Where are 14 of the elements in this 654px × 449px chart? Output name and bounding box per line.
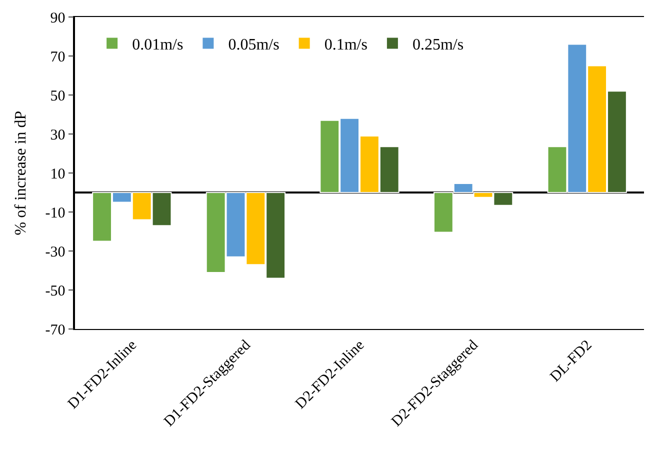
y-tick-label: 10: [50, 166, 66, 182]
y-tick-label: 30: [50, 127, 66, 144]
legend-label: 0.01m/s: [132, 36, 184, 54]
y-tick-label: -10: [45, 205, 66, 222]
y-tick-label: 70: [50, 49, 66, 66]
y-tick-label: -30: [45, 244, 66, 260]
y-tick-label: -70: [45, 322, 66, 338]
y-tick-label: -50: [45, 283, 66, 300]
legend-label: 0.05m/s: [228, 36, 280, 54]
legend-label: 0.25m/s: [412, 36, 464, 54]
y-axis-title: % of increase in dP: [12, 110, 30, 236]
legend-label: 0.1m/s: [324, 36, 368, 54]
y-tick-label: 50: [50, 88, 66, 104]
y-tick-label: 90: [50, 10, 66, 26]
